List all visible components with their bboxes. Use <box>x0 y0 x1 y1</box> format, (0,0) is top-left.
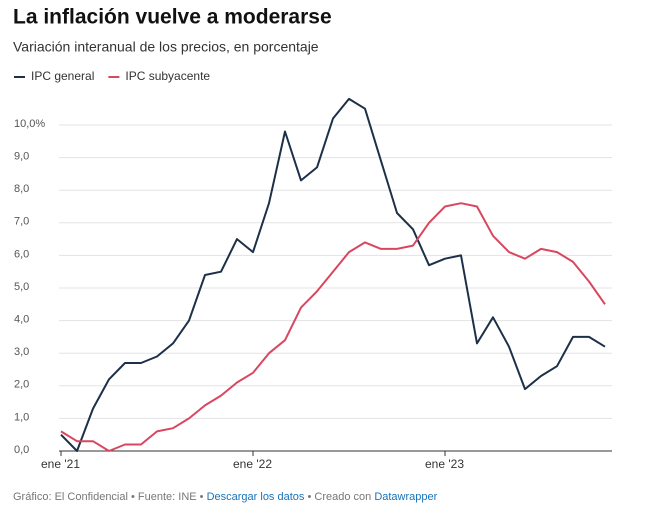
y-tick-label: 2,0 <box>14 379 29 391</box>
footer-made: • Creado con <box>307 491 371 503</box>
y-tick-label: 10,0% <box>14 118 45 130</box>
chart-subtitle: Variación interanual de los precios, en … <box>13 39 319 55</box>
y-tick-label: 1,0 <box>14 411 29 423</box>
y-tick-label: 3,0 <box>14 346 29 358</box>
legend: IPC general IPC subyacente <box>14 69 210 83</box>
y-tick-label: 9,0 <box>14 151 29 163</box>
series-line <box>60 97 606 452</box>
chart-title: La inflación vuelve a moderarse <box>13 6 332 29</box>
y-tick-label: 7,0 <box>14 216 29 228</box>
legend-label: IPC general <box>31 69 94 83</box>
x-tick-label: ene '22 <box>233 457 272 471</box>
y-tick-label: 4,0 <box>14 314 29 326</box>
download-link[interactable]: Descargar los datos <box>207 491 305 503</box>
y-tick-label: 0,0 <box>14 444 29 456</box>
legend-label: IPC subyacente <box>125 69 210 83</box>
footer: Gráfico: El Confidencial • Fuente: INE •… <box>13 491 438 503</box>
tool-link[interactable]: Datawrapper <box>374 491 437 503</box>
footer-source: Gráfico: El Confidencial • Fuente: INE • <box>13 491 204 503</box>
y-tick-label: 5,0 <box>14 281 29 293</box>
x-tick-label: ene '21 <box>41 457 80 471</box>
plot-area: 0,0 1,0 2,0 3,0 4,0 5,0 6,0 7,0 8,0 9,0 10,0% ene '… <box>14 97 612 471</box>
y-tick-label: 6,0 <box>14 248 29 260</box>
series-line <box>60 202 606 452</box>
y-tick-label: 8,0 <box>14 183 29 195</box>
x-tick-label: ene '23 <box>425 457 464 471</box>
